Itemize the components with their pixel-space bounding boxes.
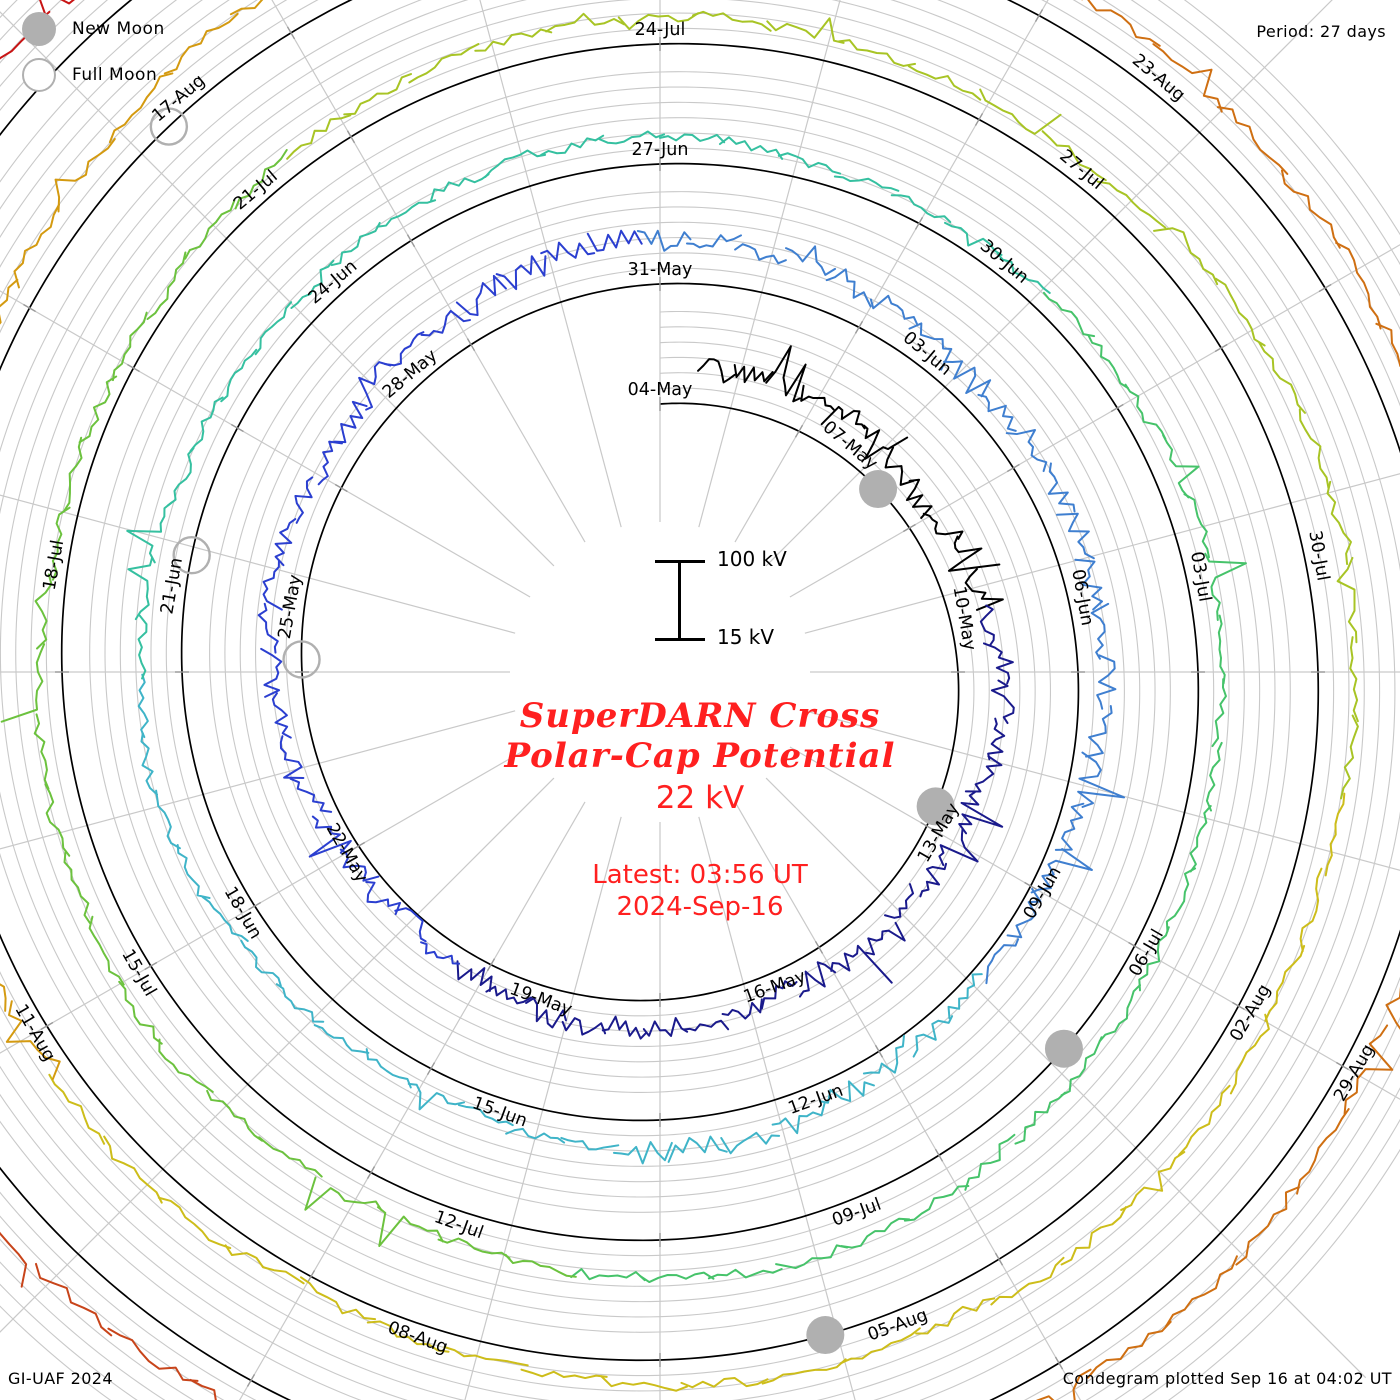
date-label: 05-Aug bbox=[865, 1305, 930, 1345]
legend-item-new-moon: New Moon bbox=[22, 6, 165, 52]
date-label: 06-Jul bbox=[1125, 926, 1168, 980]
moon-legend: New Moon Full Moon bbox=[22, 6, 165, 98]
page-title-line1: SuperDARN Cross bbox=[519, 696, 881, 736]
amplitude-scalebar: 100 kV 15 kV bbox=[655, 547, 875, 670]
credit-label: GI-UAF 2024 bbox=[8, 1369, 113, 1388]
date-label: 25-May bbox=[275, 573, 306, 640]
date-label: 04-May bbox=[628, 380, 693, 400]
date-label: 15-Jun bbox=[470, 1093, 530, 1131]
date-label: 21-Jun bbox=[157, 556, 187, 616]
latest-date: 2024-Sep-16 bbox=[616, 892, 784, 922]
legend-label-new-moon: New Moon bbox=[72, 19, 165, 39]
date-label: 02-Aug bbox=[1226, 981, 1275, 1045]
current-value: 22 kV bbox=[655, 780, 745, 816]
latest-time: Latest: 03:56 UT bbox=[592, 860, 808, 890]
full-moon-icon bbox=[22, 58, 56, 92]
scalebar-top-tick bbox=[655, 560, 705, 563]
legend-item-full-moon: Full Moon bbox=[22, 52, 165, 98]
date-label: 21-Jul bbox=[230, 166, 282, 214]
date-label: 16-May bbox=[741, 967, 809, 1008]
date-label: 31-May bbox=[628, 260, 693, 280]
scalebar-bottom-tick bbox=[655, 638, 705, 641]
date-label: 09-Jul bbox=[830, 1195, 884, 1231]
moon-phase-markers bbox=[149, 107, 1083, 1355]
legend-label-full-moon: Full Moon bbox=[72, 65, 158, 85]
scalebar-top-label: 100 kV bbox=[717, 547, 787, 571]
date-label: 27-Jul bbox=[1055, 146, 1107, 194]
date-label: 24-Jul bbox=[635, 20, 686, 40]
scalebar-stem bbox=[678, 562, 681, 638]
date-label: 23-Aug bbox=[1128, 50, 1189, 105]
page-title-line2: Polar-Cap Potential bbox=[504, 736, 896, 776]
date-label: 27-Jun bbox=[632, 140, 689, 160]
scalebar-bottom-label: 15 kV bbox=[717, 625, 775, 649]
new-moon-icon bbox=[22, 12, 56, 46]
plotted-timestamp: Condegram plotted Sep 16 at 04:02 UT bbox=[1062, 1369, 1392, 1388]
date-label: 15-Jul bbox=[117, 946, 160, 1000]
date-label: 18-Jul bbox=[40, 538, 68, 591]
period-label: Period: 27 days bbox=[1256, 22, 1386, 41]
